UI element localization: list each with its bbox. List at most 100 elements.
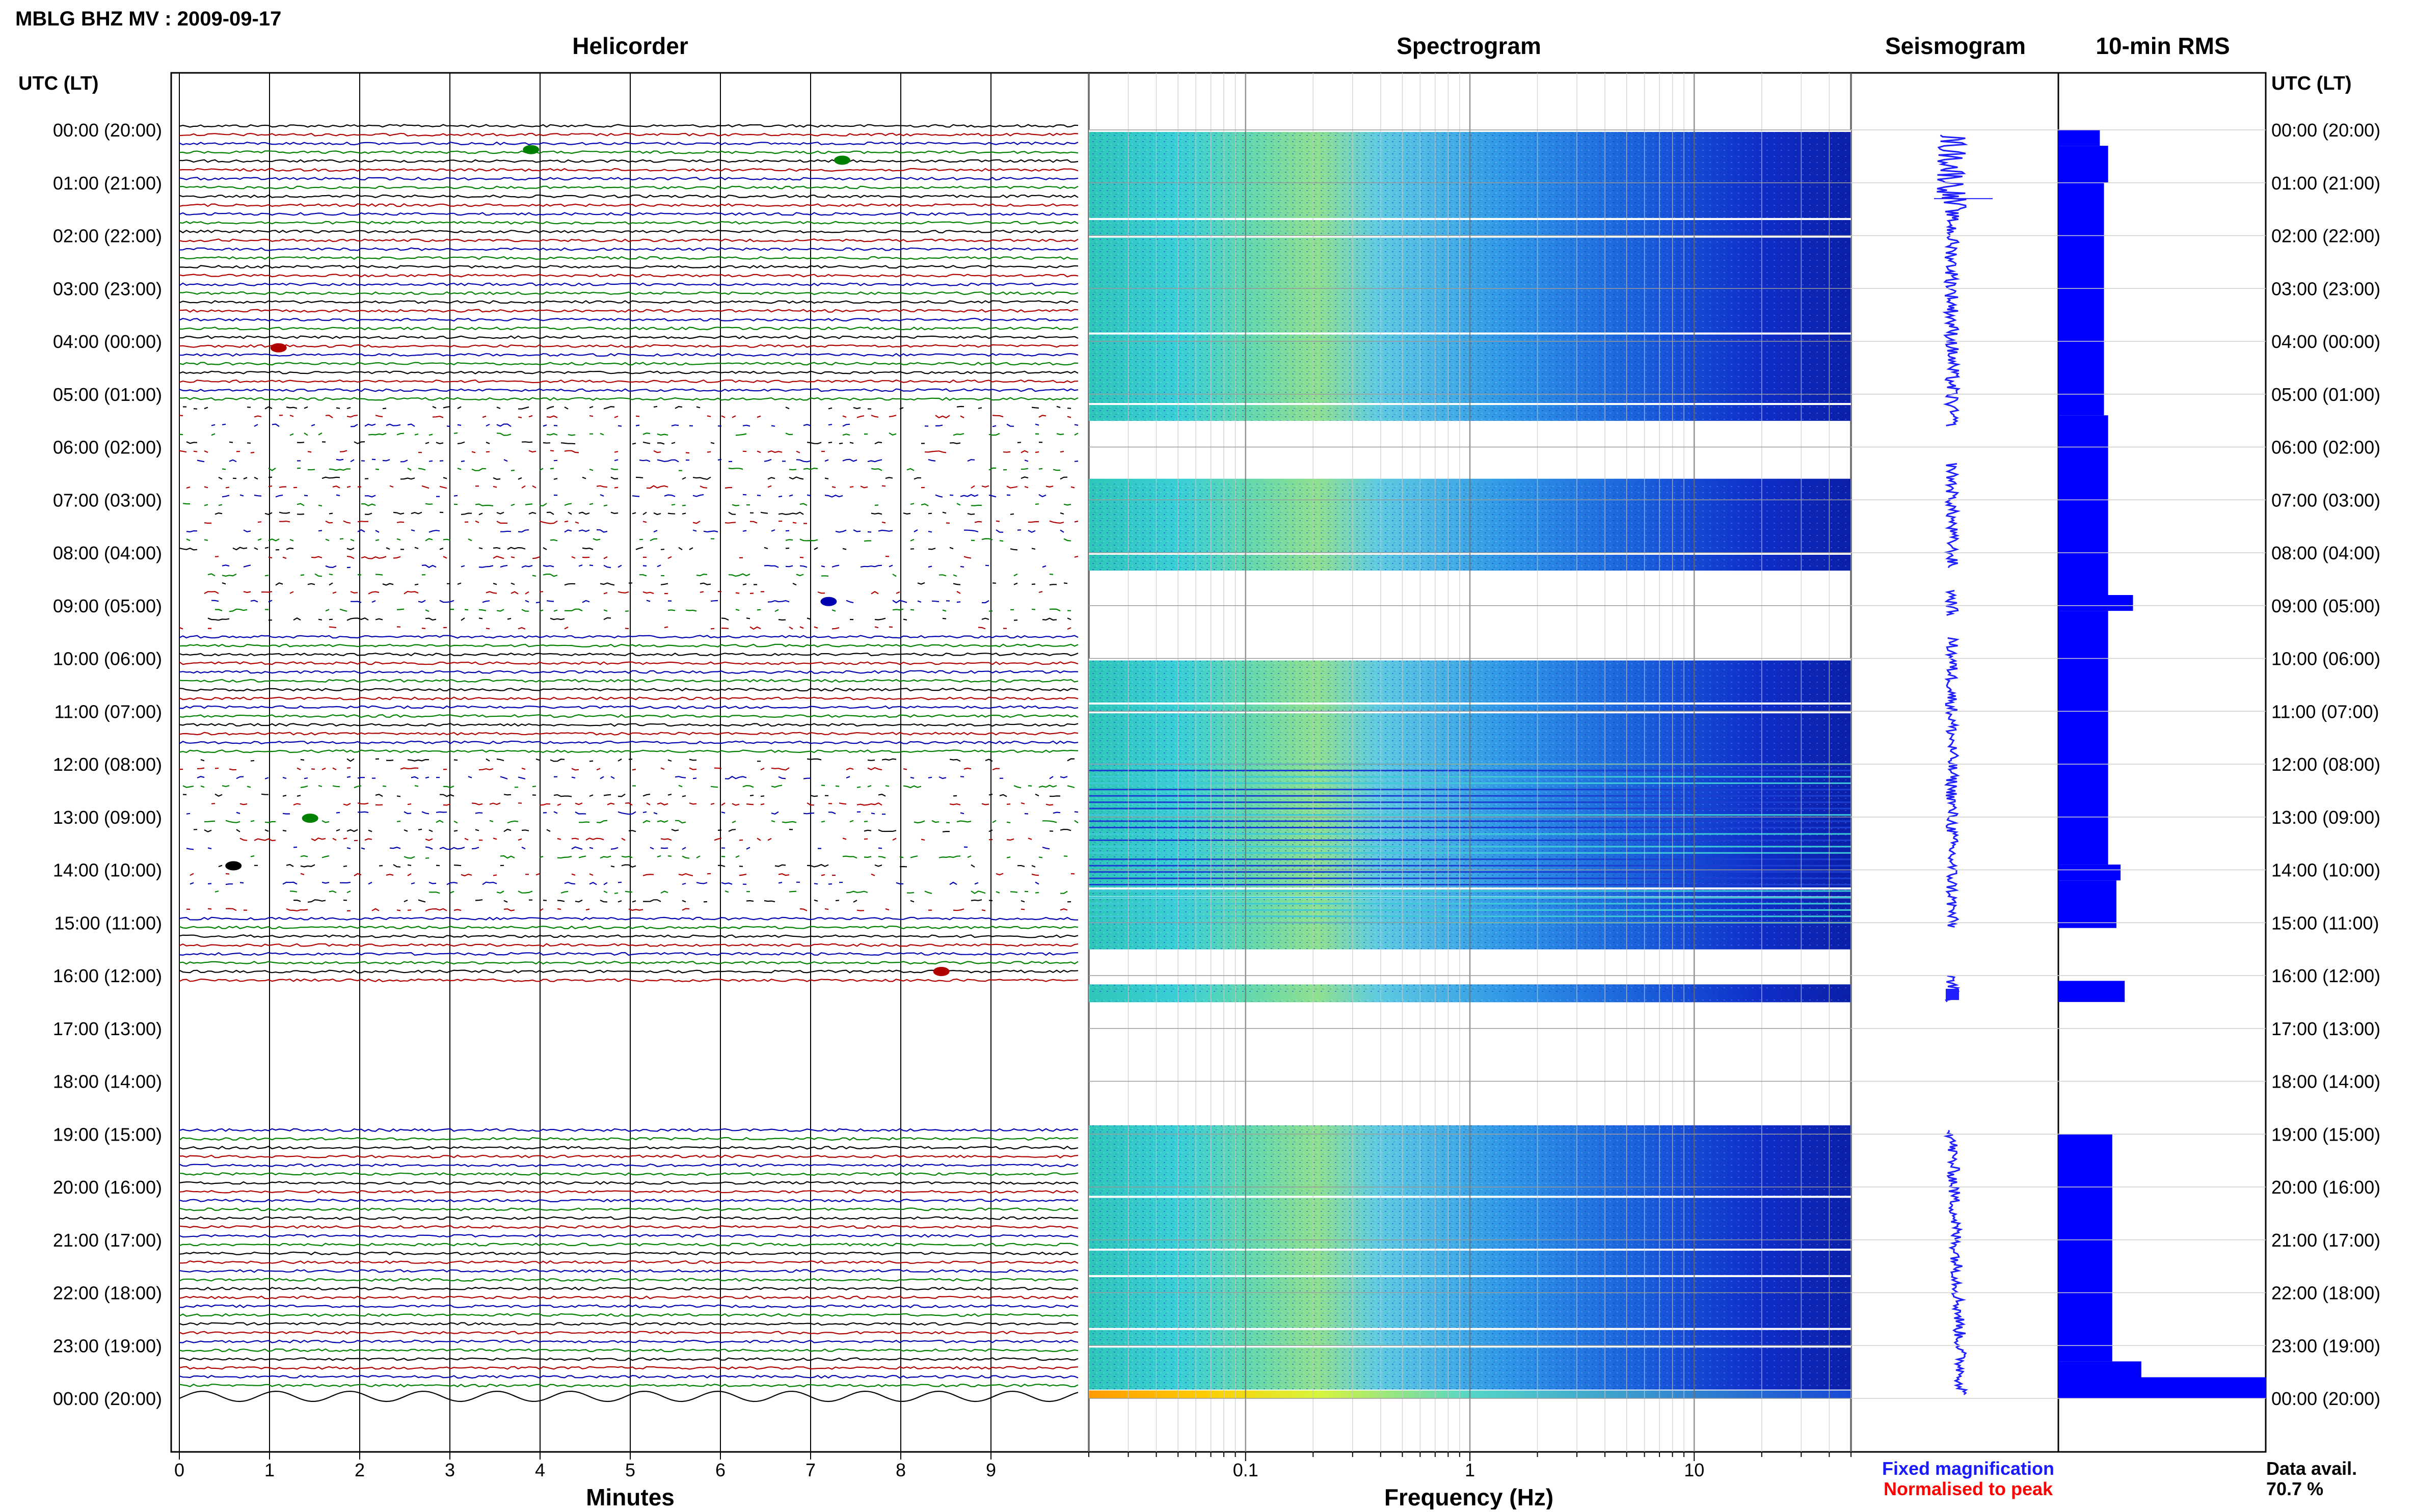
data-avail-value: 70.7 % <box>2266 1478 2323 1499</box>
hour-label-right: 17:00 (13:00) <box>2271 1018 2380 1039</box>
hour-labels-right: 00:00 (20:00) 01:00 (21:00) 02:00 (22:00) 0… <box>2271 120 2380 1409</box>
helicorder-trace <box>218 476 1068 480</box>
helicorder-event <box>834 155 850 165</box>
rms-bar <box>2058 981 2125 1002</box>
seismogram-trace <box>1934 134 1993 1395</box>
helicorder-trace <box>179 185 1079 190</box>
helicorder-trace <box>179 177 1079 181</box>
seismogram-title: Seismogram <box>1885 33 2026 59</box>
helicorder-trace <box>179 203 1079 207</box>
helicorder-event <box>523 145 540 154</box>
minute-tick-label: 1 <box>264 1460 275 1480</box>
spectrogram-grid <box>1088 73 1852 1452</box>
helicorder-trace <box>182 793 1061 797</box>
helicorder-trace <box>179 1278 1079 1282</box>
helicorder-trace <box>179 705 1079 709</box>
hour-label-left: 15:00 (11:00) <box>55 912 162 933</box>
hour-label-left: 00:00 (20:00) <box>53 120 162 141</box>
hour-label-left: 01:00 (21:00) <box>53 173 162 194</box>
helicorder-trace <box>179 1225 1079 1229</box>
hour-label-right: 00:00 (20:00) <box>2271 1388 2380 1409</box>
helicorder-trace <box>179 1348 1079 1353</box>
utc-lt-label-right: UTC (LT) <box>2271 73 2352 94</box>
hour-label-left: 21:00 (17:00) <box>53 1230 162 1251</box>
rms-bar <box>2058 1361 2141 1378</box>
hour-label-right: 04:00 (00:00) <box>2271 331 2380 352</box>
helicorder-trace <box>179 1304 1079 1308</box>
helicorder-trace <box>179 1207 1079 1211</box>
hour-label-left: 05:00 (01:00) <box>53 384 162 405</box>
hour-label-right: 08:00 (04:00) <box>2271 543 2380 563</box>
helicorder-trace <box>179 370 1079 374</box>
helicorder-trace <box>179 1154 1079 1158</box>
helicorder-trace <box>179 362 1079 366</box>
helicorder-trace <box>179 696 1079 700</box>
rms-bar <box>2058 865 2121 881</box>
helicorder-trace <box>179 1321 1079 1326</box>
rms-bar <box>2058 595 2133 611</box>
hour-label-left: 16:00 (12:00) <box>53 965 162 986</box>
helicorder-trace <box>179 749 1079 753</box>
hour-label-right: 11:00 (07:00) <box>2271 701 2379 722</box>
helicorder-trace <box>197 458 1079 463</box>
spectrogram-title: Spectrogram <box>1397 33 1541 59</box>
helicorder-trace <box>179 1128 1079 1132</box>
rms-bars <box>2058 130 2266 1398</box>
helicorder-trace <box>179 1269 1079 1273</box>
hour-label-right: 16:00 (12:00) <box>2271 965 2380 986</box>
hour-label-left: 22:00 (18:00) <box>53 1283 162 1304</box>
data-avail-label: Data avail. <box>2266 1458 2357 1479</box>
helicorder-trace <box>222 565 1078 568</box>
helicorder-trace <box>186 909 1078 911</box>
helicorder-trace <box>179 317 1079 322</box>
fixed-magnification-label: Fixed magnification <box>1882 1458 2054 1479</box>
seismogram-trace-line <box>1937 134 1969 1395</box>
hour-label-right: 22:00 (18:00) <box>2271 1283 2380 1304</box>
hour-label-left: 02:00 (22:00) <box>53 226 162 247</box>
helicorder-trace <box>179 1251 1079 1255</box>
station-title: MBLG BHZ MV : 2009-09-17 <box>15 8 281 30</box>
helicorder-trace <box>179 247 1079 251</box>
rms-bar <box>2058 1134 2112 1362</box>
helicorder-trace <box>179 934 1079 938</box>
helicorder-trace <box>179 415 1078 418</box>
helicorder-trace <box>179 132 1079 137</box>
helicorder-trace <box>179 274 1079 278</box>
helicorder-trace <box>179 168 1079 172</box>
helicorder-trace <box>179 344 1079 348</box>
helicorder-trace <box>179 1216 1079 1220</box>
helicorder-trace <box>179 943 1079 947</box>
helicorder-trace <box>179 1313 1079 1317</box>
rms-bar <box>2058 611 2108 865</box>
helicorder-trace <box>179 1295 1079 1300</box>
helicorder-trace <box>179 1366 1079 1370</box>
helicorder-trace <box>251 856 1075 858</box>
helicorder-trace <box>179 969 1079 974</box>
helicorder-trace <box>179 1357 1079 1361</box>
helicorder-trace <box>179 379 1079 384</box>
helicorder-trace <box>179 670 1079 674</box>
rms-bar <box>2058 880 2116 928</box>
helicorder-traces <box>179 124 1079 1402</box>
hour-label-left: 08:00 (04:00) <box>53 543 162 563</box>
helicorder-trace <box>186 442 1078 444</box>
rms-title: 10-min RMS <box>2096 33 2230 59</box>
helicorder-trace <box>179 1243 1079 1247</box>
helicorder-trace <box>179 221 1079 225</box>
helicorder-trace <box>179 300 1079 304</box>
helicorder-trace <box>214 555 1079 559</box>
helicorder-trace <box>186 538 1078 541</box>
helicorder-trace <box>179 1234 1079 1238</box>
helicorder-trace <box>186 485 1075 489</box>
helicorder-trace <box>214 608 1071 612</box>
minute-tick-label: 8 <box>896 1460 906 1480</box>
helicorder-trace <box>179 679 1079 683</box>
helicorder-trace <box>179 1137 1079 1141</box>
hour-label-right: 18:00 (14:00) <box>2271 1071 2380 1092</box>
x-axis-ticks: 0 1 2 3 4 5 6 7 8 9 0.1 1 10 <box>174 1452 1852 1480</box>
helicorder-trace <box>190 873 1075 877</box>
minute-tick-label: 3 <box>445 1460 455 1480</box>
helicorder-trace <box>179 194 1079 199</box>
helicorder-trace <box>179 768 1075 770</box>
hour-gridlines <box>1089 129 2266 1399</box>
